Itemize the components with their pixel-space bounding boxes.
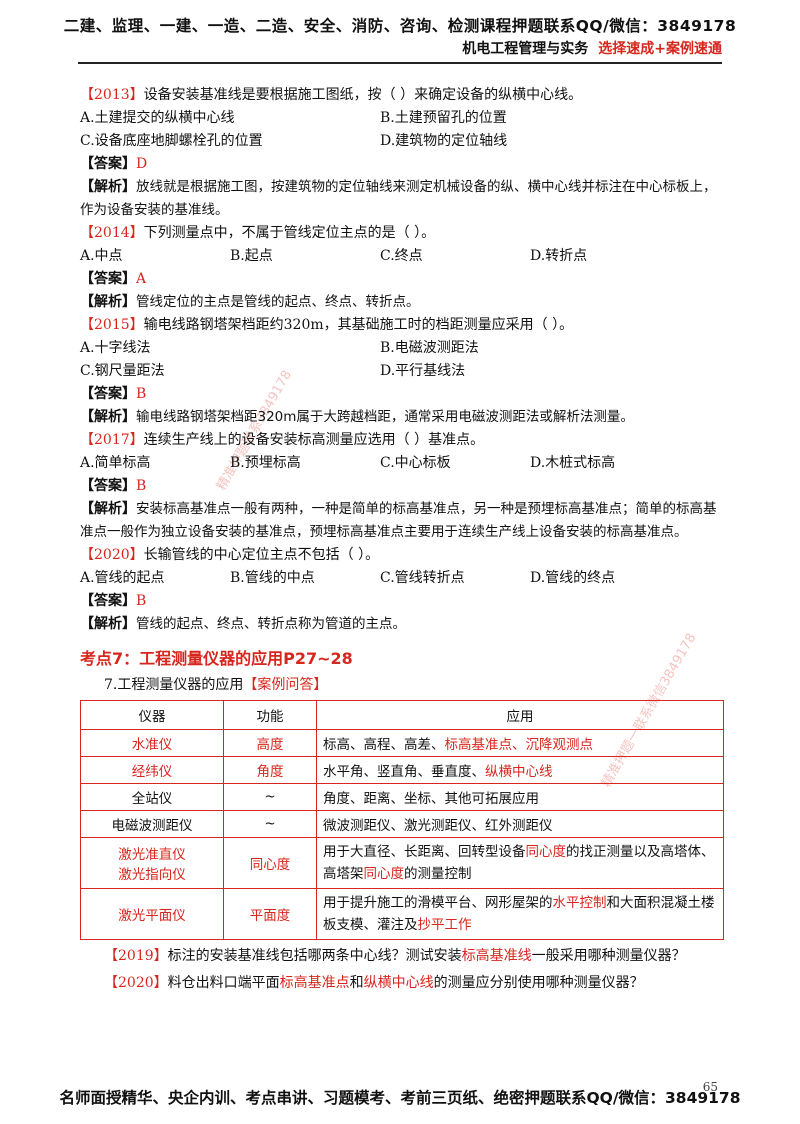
footer-contact-line: 名师面授精华、央企内训、考点串讲、习题模考、考前三页纸、绝密押题联系QQ/微信：… xyxy=(59,1089,741,1107)
options: A.中点 B.起点 C.终点 D.转折点 xyxy=(80,248,588,264)
table-row: 激光准直仪 激光指向仪 同心度 用于大直径、长距离、回转型设备同心度的找正测量以及… xyxy=(80,837,724,889)
answer: 【答案】B xyxy=(80,478,147,494)
instrument-table: 仪器 功能 应用 水准仪 高度 标高、高程、高差、标高基准点、沉降观测点 经纬仪… xyxy=(80,700,724,940)
answer: 【答案】B xyxy=(80,386,147,402)
answer: 【答案】D xyxy=(80,156,148,172)
header-subject: 机电工程管理与实务 选择速成+案例速通 xyxy=(462,38,722,58)
table-row: 经纬仪 角度 水平角、竖直角、垂直度、纵横中心线 xyxy=(80,756,724,784)
table-header-row: 仪器 功能 应用 xyxy=(80,700,724,730)
question-block: 【2013】设备安装基准线是要根据施工图纸，按（ ）来确定设备的纵横中心线。 A… xyxy=(80,84,720,222)
explanation: 【解析】管线的起点、终点、转折点称为管道的主点。 xyxy=(80,616,406,632)
explanation: 【解析】放线就是根据施工图，按建筑物的定位轴线来测定机械设备的纵、横中心线并标注… xyxy=(80,179,717,218)
answer: 【答案】A xyxy=(80,271,147,287)
section-heading: 考点7：工程测量仪器的应用P27~28 xyxy=(80,649,353,668)
table-row: 水准仪 高度 标高、高程、高差、标高基准点、沉降观测点 xyxy=(80,729,724,757)
options: A.管线的起点 B.管线的中点 C.管线转折点 D.管线的终点 xyxy=(80,570,616,586)
options: A.简单标高 B.预埋标高 C.中心标板 D.木桩式标高 xyxy=(80,455,616,471)
question-block: 【2020】长输管线的中心定位主点不包括（ ）。 A.管线的起点 B.管线的中点 … xyxy=(80,544,720,636)
explanation: 【解析】安装标高基准点一般有两种，一种是简单的标高基准点，另一种是预埋标高基准点… xyxy=(80,501,717,540)
explanation: 【解析】输电线路钢塔架档距320m属于大跨越档距，通常采用电磁波测距法或解析法测… xyxy=(80,409,634,425)
answer: 【答案】B xyxy=(80,593,147,609)
question-block: 【2015】输电线路钢塔架档距约320m，其基础施工时的档距测量应采用（ ）。 … xyxy=(80,314,720,429)
header-contact-line: 二建、监理、一建、一造、二造、安全、消防、咨询、检测课程押题联系QQ/微信：38… xyxy=(63,17,737,35)
table-row: 全站仪 ~ 角度、距离、坐标、其他可拓展应用 xyxy=(80,783,724,811)
table-row: 激光平面仪 平面度 用于提升施工的滑模平台、网形屋架的水平控制和大面积混凝土楼板… xyxy=(80,888,724,940)
page-number: 65 xyxy=(702,1080,718,1094)
page-content: 【2013】设备安装基准线是要根据施工图纸，按（ ）来确定设备的纵横中心线。 A… xyxy=(80,84,724,996)
subject-title: 机电工程管理与实务 xyxy=(462,41,589,57)
options: A.十字线法 B.电磁波测距法 C.钢尺量距法 D.平行基线法 xyxy=(80,340,479,379)
explanation: 【解析】管线定位的主点是管线的起点、终点、转折点。 xyxy=(80,294,420,310)
table-row: 电磁波测距仪 ~ 微波测距仪、激光测距仪、红外测距仪 xyxy=(80,810,724,838)
case-question: 【2019】标注的安装基准线包括哪两条中心线？测试安装标高基准线一般采用哪种测量… xyxy=(104,948,686,964)
header-rule xyxy=(78,62,722,64)
question-block: 【2017】连续生产线上的设备安装标高测量应选用（ ）基准点。 A.简单标高 B.… xyxy=(80,429,720,544)
subject-tagline: 选择速成+案例速通 xyxy=(598,41,722,57)
options: A.土建提交的纵横中心线 B.土建预留孔的位置 C.设备底座地脚螺栓孔的位置 D.建… xyxy=(80,110,508,149)
question-block: 【2014】下列测量点中，不属于管线定位主点的是（ ）。 A.中点 B.起点 C.… xyxy=(80,222,720,314)
case-question: 【2020】料仓出料口端平面标高基准点和纵横中心线的测量应分别使用哪种测量仪器？ xyxy=(104,975,644,991)
subsection-heading: 7.工程测量仪器的应用【案例问答】 xyxy=(104,677,328,693)
